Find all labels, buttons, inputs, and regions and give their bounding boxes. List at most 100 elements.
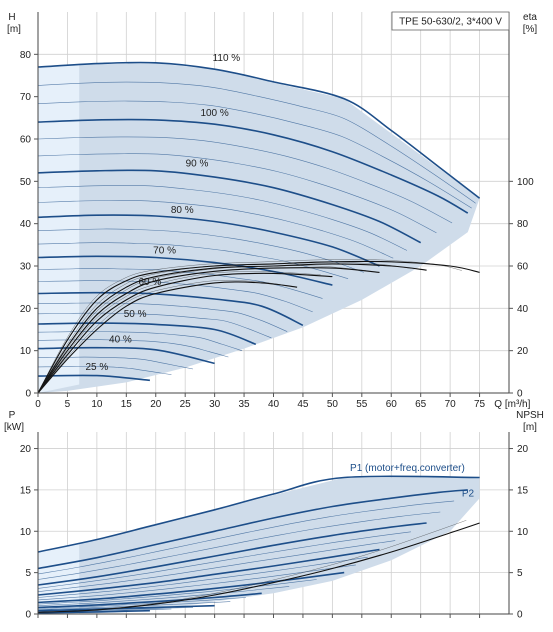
efficiency-curve — [37, 263, 427, 394]
y-axis-label-symbol: P — [9, 410, 16, 421]
speed-curve — [37, 118, 469, 214]
x-tick-label: 25 — [180, 399, 192, 410]
interpolated-speed-curve — [37, 81, 476, 204]
x-tick-label: 75 — [474, 399, 486, 410]
y-tick-label: 70 — [20, 92, 32, 103]
interpolated-power-curve — [37, 540, 396, 592]
y-tick-label: 80 — [20, 50, 32, 61]
npsh-curve-thin — [37, 520, 467, 613]
interpolated-power-curve — [37, 597, 247, 609]
x-tick-label: 50 — [327, 399, 339, 410]
y-tick-label: 15 — [20, 485, 32, 496]
speed-curve-label: 25 % — [85, 362, 108, 373]
speed-curve-label: 110 % — [213, 53, 241, 64]
y-right-tick-label: 100 — [517, 177, 534, 188]
interpolated-speed-curve — [37, 312, 272, 339]
y-tick-label: 40 — [20, 219, 32, 230]
y-tick-label: 60 — [20, 135, 32, 146]
y-axis-label-symbol: H — [8, 12, 15, 23]
y-right-axis-label-unit: [%] — [523, 24, 538, 35]
y-right-tick-label: 40 — [517, 304, 529, 315]
p1-curve — [37, 475, 480, 553]
x-tick-label: 65 — [415, 399, 427, 410]
speed-curve-label: 90 % — [186, 159, 209, 170]
power-curve — [37, 604, 215, 612]
x-tick-label: 55 — [356, 399, 368, 410]
y-tick-label: 5 — [25, 568, 31, 579]
operating-region-edge — [38, 64, 80, 394]
x-tick-label: 10 — [91, 399, 103, 410]
interpolated-speed-curve — [37, 356, 194, 370]
efficiency-curve — [37, 267, 380, 394]
y-right-axis-label-symbol: NPSH — [516, 410, 544, 421]
speed-curve-label: 80 % — [171, 205, 194, 216]
efficiency-curve-thin — [37, 261, 412, 394]
x-axis-label: Q [m³/h] — [494, 399, 530, 410]
efficiency-curve-thin — [37, 280, 287, 394]
interpolated-power-curve — [37, 579, 317, 605]
y-right-tick-label: 15 — [517, 485, 529, 496]
y-right-tick-label: 10 — [517, 527, 529, 538]
power-curve — [37, 522, 427, 586]
interpolated-speed-curve — [37, 339, 229, 358]
efficiency-curve — [37, 281, 298, 394]
npsh-curve — [37, 522, 480, 613]
interpolated-speed-curve — [37, 185, 408, 251]
y-tick-label: 20 — [20, 304, 32, 315]
efficiency-curve-thin — [37, 271, 321, 394]
power-curve — [37, 592, 262, 609]
pump-model-box — [391, 11, 510, 31]
interpolated-speed-curve — [37, 228, 364, 273]
head-chart: 110 %100 %90 %80 %70 %60 %50 %40 %25 %01… — [7, 11, 538, 410]
x-tick-label: 0 — [35, 399, 41, 410]
y-right-tick-label: 60 — [517, 262, 529, 273]
x-tick-label: 5 — [65, 399, 71, 410]
speed-curve — [37, 255, 333, 286]
interpolated-speed-curve — [37, 100, 472, 209]
x-tick-label: 35 — [239, 399, 251, 410]
y-tick-label: 50 — [20, 177, 32, 188]
y-right-tick-label: 20 — [517, 346, 529, 357]
operating-region — [38, 62, 480, 394]
y-right-axis-label-symbol: eta — [523, 12, 537, 23]
speed-curve-label: 50 % — [124, 309, 147, 320]
y-right-tick-label: 5 — [517, 568, 523, 579]
y-right-axis-label-unit: [m] — [523, 422, 537, 433]
interpolated-speed-curve — [37, 200, 394, 259]
interpolated-speed-curve — [37, 153, 437, 234]
x-tick-label: 60 — [386, 399, 398, 410]
efficiency-curve-thin — [37, 259, 462, 394]
speed-curve — [37, 169, 422, 244]
y-axis-label-unit: [m] — [7, 24, 21, 35]
x-tick-label: 45 — [297, 399, 309, 410]
interpolated-speed-curve — [37, 280, 313, 313]
power-chart: P1 (motor+freq.converter)P20510152005101… — [4, 410, 544, 621]
y-tick-label: 0 — [25, 389, 31, 400]
x-tick-label: 30 — [209, 399, 221, 410]
interpolated-power-curve — [37, 531, 411, 589]
interpolated-power-curve — [37, 500, 455, 575]
y-tick-label: 10 — [20, 346, 32, 357]
y-axis-label-unit: [kW] — [4, 422, 24, 433]
power-curve — [37, 548, 380, 596]
speed-curve — [37, 291, 304, 327]
x-tick-label: 20 — [150, 399, 162, 410]
efficiency-curve — [37, 272, 333, 394]
y-right-tick-label: 80 — [517, 219, 529, 230]
y-tick-label: 20 — [20, 444, 32, 455]
speed-curve-label: 70 % — [153, 245, 176, 256]
y-right-tick-label: 20 — [517, 444, 529, 455]
efficiency-curve — [37, 260, 480, 394]
interpolated-power-curve — [37, 586, 290, 606]
p1-label: P1 (motor+freq.converter) — [350, 463, 465, 474]
pump-model-title: TPE 50-630/2, 3*400 V — [399, 17, 502, 28]
power-curve — [37, 609, 150, 614]
y-tick-label: 30 — [20, 262, 32, 273]
speed-curve — [37, 214, 380, 267]
interpolated-power-curve — [37, 564, 356, 601]
y-tick-label: 0 — [25, 610, 31, 621]
interpolated-speed-curve — [37, 302, 288, 332]
y-right-tick-label: 0 — [517, 610, 523, 621]
